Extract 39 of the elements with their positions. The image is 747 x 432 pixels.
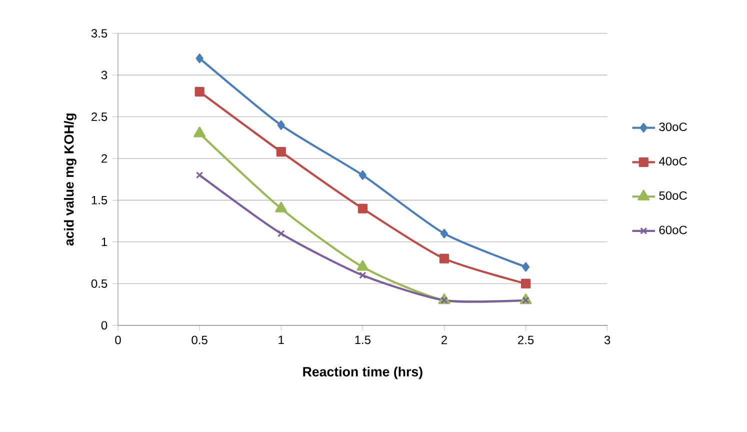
point [358, 204, 368, 214]
x-tick-label: 2 [441, 336, 447, 344]
point [275, 202, 288, 212]
point [440, 296, 448, 304]
point [276, 146, 286, 157]
point [277, 230, 285, 238]
point [440, 228, 448, 238]
x-tick-label: 1.5 [355, 336, 371, 344]
y-tick-label: 3.5 [91, 29, 108, 38]
point [196, 172, 204, 179]
x-tick-label: 1 [278, 336, 284, 344]
point [358, 170, 366, 180]
legend-label: 60oC [659, 226, 687, 234]
point [522, 296, 530, 304]
point [196, 54, 204, 64]
point [439, 254, 450, 264]
point [277, 120, 285, 130]
point [356, 260, 369, 271]
point [520, 278, 531, 288]
point [359, 272, 366, 279]
point [194, 126, 206, 138]
y-tick-label: 3 [101, 70, 108, 80]
x-tick-label: 0 [115, 336, 121, 344]
y-axis-title: acid value mg KOH/g [64, 114, 76, 246]
y-tick-label: 1 [102, 238, 108, 246]
x-tick-label: 2.5 [518, 336, 534, 344]
y-tick-label: 2.5 [92, 112, 108, 122]
legend-label: 30oC [659, 122, 687, 132]
point [194, 86, 204, 97]
legend-label: 40oC [658, 156, 687, 166]
y-tick-label: 1.5 [92, 196, 108, 204]
legend-label: 50oC [659, 191, 687, 200]
x-tick-label: 3 [604, 336, 610, 344]
y-tick-label: 0.5 [91, 279, 108, 288]
x-tick-label: 0.5 [192, 336, 208, 344]
point [522, 262, 530, 272]
y-tick-label: 0 [101, 321, 108, 330]
y-tick-label: 2 [102, 154, 107, 163]
x-axis-title: Reaction time (hrs) [303, 366, 422, 380]
